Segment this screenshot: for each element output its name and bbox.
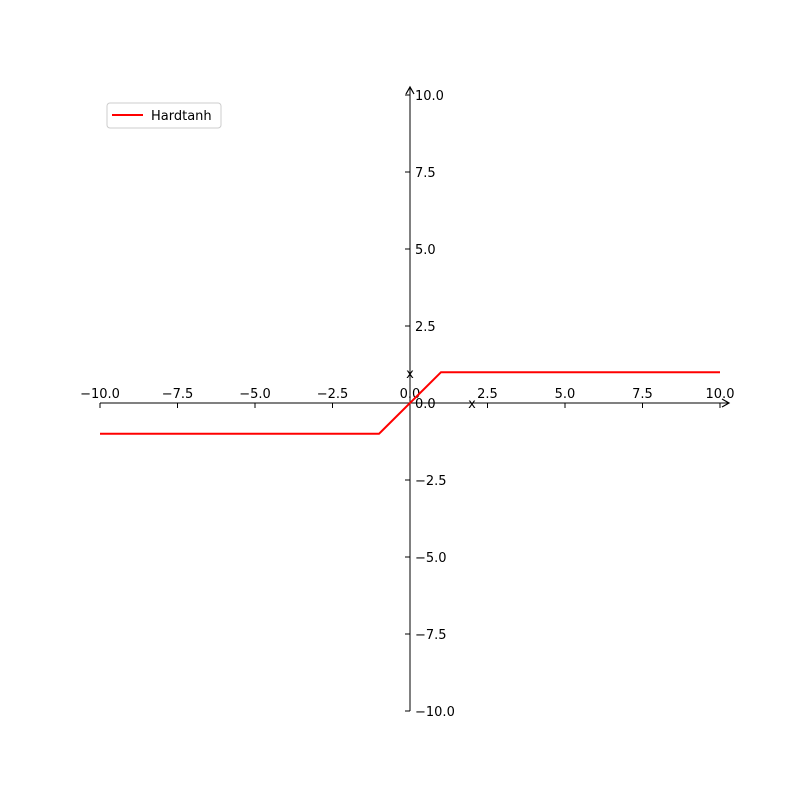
x-tick-label: −2.5 bbox=[317, 387, 349, 402]
y-axis-label: x bbox=[406, 367, 414, 382]
y-tick-label: −7.5 bbox=[415, 628, 447, 643]
x-tick-label: −10.0 bbox=[80, 387, 120, 402]
y-tick-label: 10.0 bbox=[415, 89, 444, 104]
y-tick-label: −2.5 bbox=[415, 474, 447, 489]
series-line-hardtanh bbox=[100, 371, 720, 435]
x-ticks: −10.0 −7.5 −5.0 −2.5 0.0 2.5 5.0 7.5 10.0 bbox=[80, 387, 734, 408]
legend-label: Hardtanh bbox=[151, 109, 212, 124]
x-axis-arrow bbox=[721, 398, 731, 408]
y-axis-arrow bbox=[405, 85, 415, 95]
legend-box bbox=[106, 102, 222, 129]
legend: Hardtanh bbox=[106, 102, 222, 129]
x-tick-label: 5.0 bbox=[555, 387, 576, 402]
y-ticks: −10.0 −7.5 −5.0 −2.5 0.0 2.5 5.0 7.5 10.0 bbox=[405, 89, 455, 720]
y-tick-label: 5.0 bbox=[415, 243, 436, 258]
y-tick-label: −10.0 bbox=[415, 705, 455, 720]
x-tick-label: −7.5 bbox=[162, 387, 194, 402]
y-tick-label: 0.0 bbox=[415, 397, 436, 412]
y-tick-label: 7.5 bbox=[415, 166, 436, 181]
x-tick-label: −5.0 bbox=[239, 387, 271, 402]
x-tick-label: 7.5 bbox=[632, 387, 653, 402]
y-tick-label: 2.5 bbox=[415, 320, 436, 335]
series-layer bbox=[100, 371, 720, 435]
x-axis-label: x bbox=[468, 397, 476, 412]
y-tick-label: −5.0 bbox=[415, 551, 447, 566]
x-tick-label: 10.0 bbox=[706, 387, 735, 402]
x-tick-label: 2.5 bbox=[477, 387, 498, 402]
axes bbox=[100, 85, 731, 711]
